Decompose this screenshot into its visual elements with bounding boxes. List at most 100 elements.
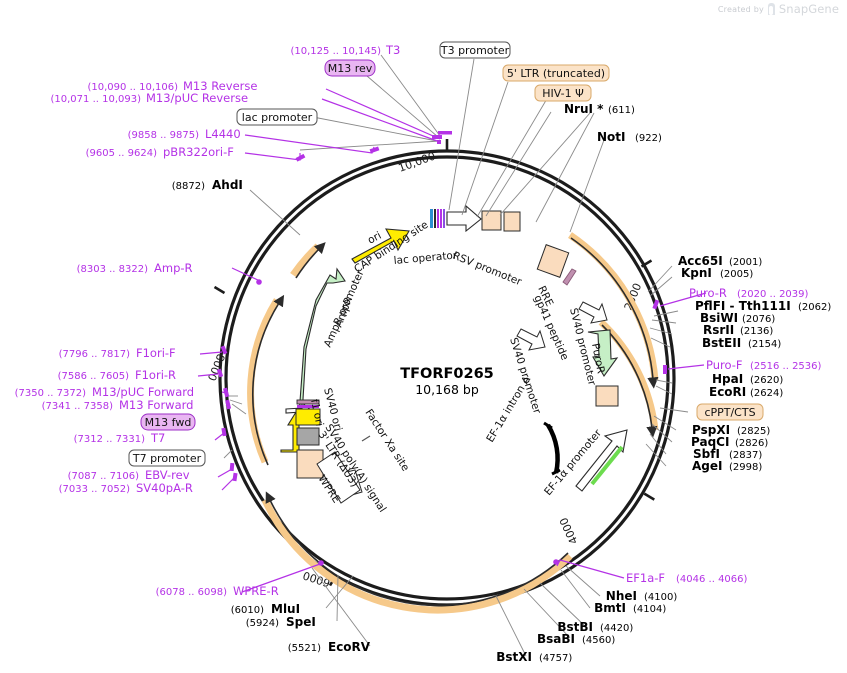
svg-text:T3 promoter: T3 promoter bbox=[440, 44, 510, 57]
inner-label-puror: PuroR bbox=[589, 342, 607, 374]
primer-label-f1ori-f: (7796 .. 7817) F1ori-F bbox=[59, 346, 176, 360]
boxed-label-m13-rev: M13 rev bbox=[324, 59, 376, 77]
primer-leader-lines bbox=[197, 88, 707, 593]
feature-gp41-peptide bbox=[562, 268, 577, 286]
primer-label-group: (10,125 .. 10,145) T3 (10,090 .. 10,106)… bbox=[15, 43, 822, 598]
feature-sv40-promoter-arrow-1 bbox=[578, 301, 608, 324]
svg-text:F1ori-R: F1ori-R bbox=[135, 368, 176, 382]
svg-text:RsrII: RsrII bbox=[703, 323, 734, 337]
svg-text:pBR322ori-F: pBR322ori-F bbox=[163, 145, 234, 159]
feature-ampr-arrow bbox=[298, 267, 346, 417]
svg-text:(2620): (2620) bbox=[750, 375, 783, 386]
svg-text:lac promoter: lac promoter bbox=[242, 111, 313, 124]
svg-text:(2154): (2154) bbox=[748, 339, 781, 350]
tick-label-4000: 4000 bbox=[557, 515, 581, 546]
svg-text:BsiWI: BsiWI bbox=[700, 311, 738, 325]
svg-text:(7341 .. 7358): (7341 .. 7358) bbox=[42, 401, 114, 412]
plasmid-name: TFORF0265 bbox=[400, 366, 494, 382]
watermark-created-by-text: Created by bbox=[717, 4, 764, 14]
svg-text:(4420): (4420) bbox=[600, 623, 633, 634]
feature-ef1a-intron-a bbox=[543, 421, 561, 476]
enzyme-label-bstei: BstEII (2154) bbox=[702, 336, 781, 350]
enzyme-label-group: (8872) AhdI (6010) MluI (5924) SpeI (552… bbox=[172, 102, 832, 664]
svg-text:NruI *: NruI * bbox=[564, 102, 604, 116]
plasmid-size: 10,168 bp bbox=[415, 382, 479, 397]
svg-text:Amp-R: Amp-R bbox=[154, 261, 193, 275]
feature-ori-arrow bbox=[351, 228, 410, 264]
inner-label-ori: ori bbox=[366, 230, 384, 247]
svg-text:(611): (611) bbox=[608, 105, 635, 116]
svg-text:M13/pUC Forward: M13/pUC Forward bbox=[92, 385, 194, 399]
feature-factor-xa-site bbox=[361, 435, 371, 442]
svg-text:PspXI: PspXI bbox=[692, 423, 730, 437]
svg-text:NheI: NheI bbox=[606, 589, 637, 603]
svg-text:(10,090 .. 10,106): (10,090 .. 10,106) bbox=[88, 82, 179, 93]
svg-text:SbfI: SbfI bbox=[693, 447, 720, 461]
svg-text:(6078 .. 6098): (6078 .. 6098) bbox=[156, 587, 228, 598]
tick-label-8000: 8000 bbox=[205, 352, 228, 383]
boxed-label-5-ltr-truncated: 5' LTR (truncated) bbox=[502, 64, 610, 82]
svg-text:BmtI: BmtI bbox=[594, 601, 626, 615]
boxed-label-group: T3 promoter M13 rev lac promoter 5' LTR … bbox=[128, 41, 764, 467]
svg-text:NotI: NotI bbox=[597, 130, 626, 144]
svg-text:(2624): (2624) bbox=[750, 388, 783, 399]
enzyme-label-nrui: NruI * (611) bbox=[564, 102, 635, 116]
svg-text:(10,125 .. 10,145): (10,125 .. 10,145) bbox=[291, 46, 382, 57]
svg-text:(6010): (6010) bbox=[231, 605, 264, 616]
svg-text:(2020 .. 2039): (2020 .. 2039) bbox=[737, 289, 809, 300]
boxed-label-cppt-cts: cPPT/CTS bbox=[696, 403, 764, 421]
primer-label-m13-puc-forward: (7350 .. 7372) M13/pUC Forward bbox=[15, 385, 195, 399]
inner-label-cap-binding-site: CAP binding site bbox=[352, 219, 430, 276]
svg-text:SV40pA-R: SV40pA-R bbox=[136, 481, 193, 495]
primer-label-l4440: (9858 .. 9875) L4440 bbox=[128, 127, 241, 141]
enzyme-label-pflfi-tth111i: PflFI - Tth111I (2062) bbox=[695, 299, 831, 313]
svg-text:(2825): (2825) bbox=[737, 426, 770, 437]
svg-text:(5924): (5924) bbox=[246, 618, 279, 629]
svg-text:(8303 .. 8322): (8303 .. 8322) bbox=[77, 264, 149, 275]
svg-text:(5521): (5521) bbox=[288, 643, 321, 654]
svg-text:(7350 .. 7372): (7350 .. 7372) bbox=[15, 388, 87, 399]
svg-text:M13 Forward: M13 Forward bbox=[119, 398, 193, 412]
svg-text:T3: T3 bbox=[385, 43, 400, 57]
svg-text:AgeI: AgeI bbox=[692, 459, 722, 473]
svg-text:M13/pUC Reverse: M13/pUC Reverse bbox=[146, 91, 248, 105]
svg-text:(2998): (2998) bbox=[729, 462, 762, 473]
svg-text:EcoRI: EcoRI bbox=[709, 385, 746, 399]
svg-text:(7312 .. 7331): (7312 .. 7331) bbox=[74, 434, 146, 445]
svg-text:M13 rev: M13 rev bbox=[328, 62, 373, 75]
svg-text:M13 Reverse: M13 Reverse bbox=[183, 79, 257, 93]
svg-text:Puro-F: Puro-F bbox=[706, 358, 743, 372]
primer-label-pbr322ori-f: (9605 .. 9624) pBR322ori-F bbox=[86, 145, 234, 159]
enzyme-label-pspxi: PspXI (2825) bbox=[692, 423, 770, 437]
feature-top-cluster bbox=[430, 204, 521, 233]
svg-text:EcoRV: EcoRV bbox=[328, 640, 371, 654]
inner-label-factor-xa-site: Factor Xa site bbox=[362, 407, 411, 473]
svg-text:SpeI: SpeI bbox=[286, 615, 316, 629]
enzyme-label-hpai: HpaI (2620) bbox=[712, 372, 783, 386]
enzyme-label-kpni: KpnI (2005) bbox=[681, 266, 753, 280]
primer-label-m13-puc-reverse: (10,071 .. 10,093) M13/pUC Reverse bbox=[51, 91, 249, 105]
svg-text:(4104): (4104) bbox=[633, 604, 666, 615]
inner-label-sv40-ori: SV40 ori bbox=[321, 387, 344, 433]
svg-text:(7586 .. 7605): (7586 .. 7605) bbox=[58, 371, 130, 382]
snapgene-logo-icon bbox=[767, 3, 775, 15]
svg-text:F1ori-F: F1ori-F bbox=[136, 346, 176, 360]
enzyme-label-bstbi: BstBI (4420) bbox=[557, 620, 633, 634]
boxed-label-t7-promoter: T7 promoter bbox=[128, 449, 206, 467]
primer-label-sv40pa-r: (7033 .. 7052) SV40pA-R bbox=[59, 481, 193, 495]
svg-text:MluI: MluI bbox=[271, 602, 300, 616]
primer-label-puro-f: Puro-F (2516 .. 2536) bbox=[706, 358, 822, 372]
svg-text:BstEII: BstEII bbox=[702, 336, 741, 350]
svg-text:(2001): (2001) bbox=[729, 257, 762, 268]
svg-text:(2062): (2062) bbox=[798, 302, 831, 313]
inner-label-rsv-promoter: RSV promoter bbox=[451, 250, 524, 289]
svg-text:HpaI: HpaI bbox=[712, 372, 743, 386]
svg-text:(2136): (2136) bbox=[740, 326, 773, 337]
svg-text:(7796 .. 7817): (7796 .. 7817) bbox=[59, 349, 131, 360]
enzyme-label-bmti: BmtI (4104) bbox=[594, 601, 666, 615]
enzyme-label-spei: (5924) SpeI bbox=[246, 615, 316, 629]
leader-lines bbox=[223, 54, 689, 657]
feature-ef1a-promoter-arrow bbox=[575, 429, 628, 492]
enzyme-label-paqci: PaqCI (2826) bbox=[691, 435, 768, 449]
